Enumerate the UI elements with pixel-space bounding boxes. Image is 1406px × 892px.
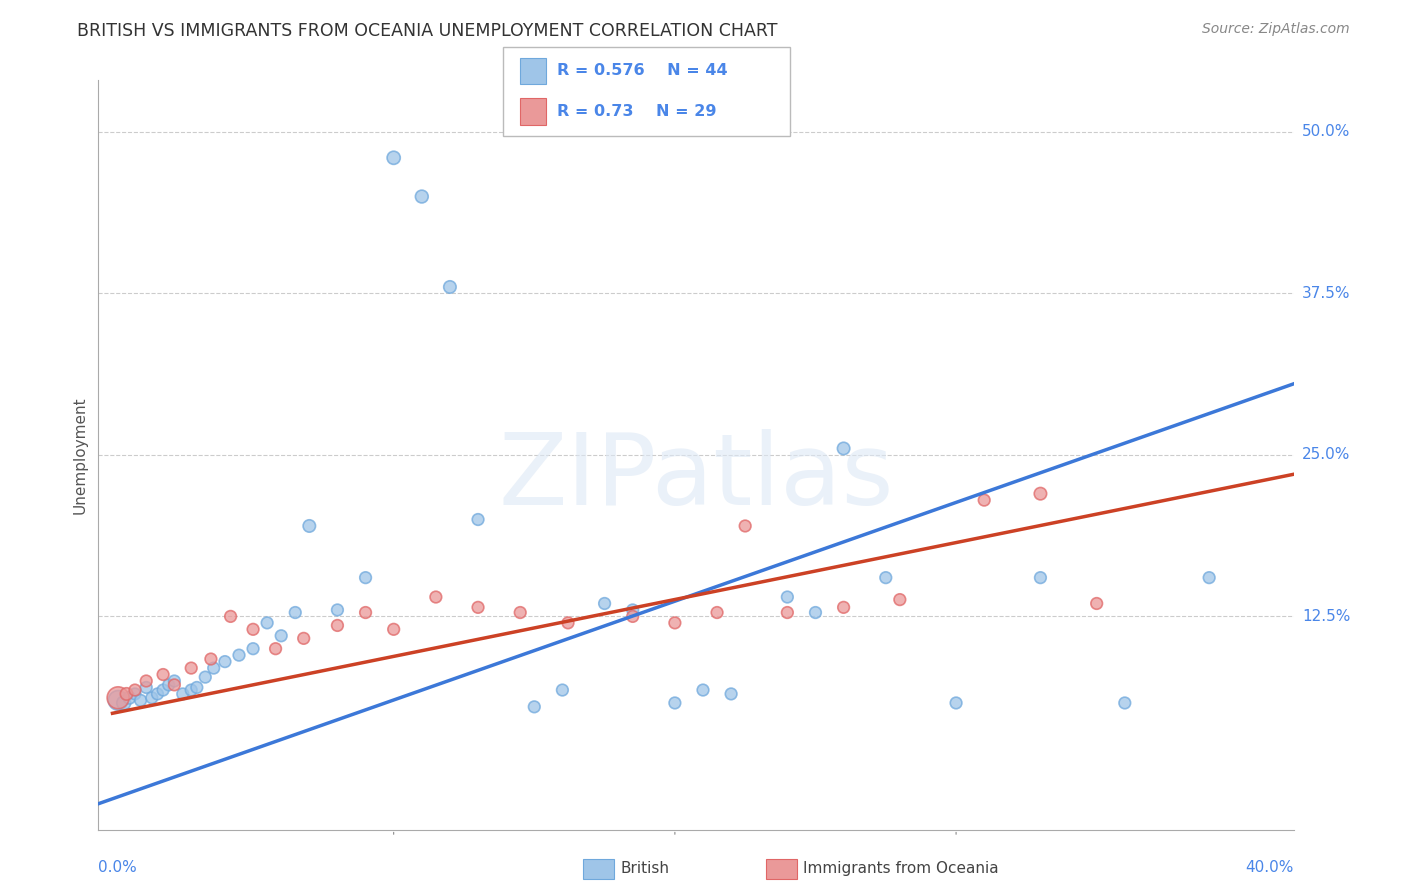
Point xyxy=(354,606,377,620)
Point xyxy=(1029,486,1052,500)
Point xyxy=(1198,571,1220,585)
Text: ZIPatlas: ZIPatlas xyxy=(498,429,894,526)
Point xyxy=(382,623,405,637)
Point xyxy=(776,606,799,620)
Text: 37.5%: 37.5% xyxy=(1302,286,1350,301)
Point xyxy=(664,615,686,630)
Point xyxy=(509,606,531,620)
Point xyxy=(832,600,855,615)
Point xyxy=(172,687,194,701)
Point xyxy=(200,652,222,666)
Point xyxy=(326,618,349,632)
Point xyxy=(115,687,138,701)
Point xyxy=(270,629,292,643)
Point xyxy=(692,683,714,698)
Point xyxy=(804,606,827,620)
Point xyxy=(889,592,911,607)
Point xyxy=(242,641,264,656)
Point xyxy=(163,678,186,692)
Point xyxy=(180,661,202,675)
Text: R = 0.73    N = 29: R = 0.73 N = 29 xyxy=(557,104,716,119)
Point xyxy=(118,690,141,705)
Point xyxy=(621,603,644,617)
Point xyxy=(228,648,250,662)
Point xyxy=(706,606,728,620)
Point xyxy=(214,655,236,669)
Point xyxy=(467,512,489,526)
Point xyxy=(135,673,157,688)
Point xyxy=(186,681,208,695)
Point xyxy=(832,442,855,456)
Point xyxy=(107,690,129,705)
Point xyxy=(264,641,287,656)
Point xyxy=(180,683,202,698)
Point xyxy=(112,696,135,710)
Point xyxy=(242,623,264,637)
Point xyxy=(152,667,174,681)
Point xyxy=(292,632,315,646)
Point xyxy=(326,603,349,617)
Text: 50.0%: 50.0% xyxy=(1302,125,1350,139)
Point xyxy=(1029,571,1052,585)
Point xyxy=(141,690,163,705)
Text: Source: ZipAtlas.com: Source: ZipAtlas.com xyxy=(1202,22,1350,37)
Point xyxy=(621,609,644,624)
Text: 12.5%: 12.5% xyxy=(1302,609,1350,624)
Point xyxy=(152,683,174,698)
Point xyxy=(256,615,278,630)
Point xyxy=(734,519,756,533)
Point xyxy=(593,597,616,611)
Point xyxy=(973,493,995,508)
Point xyxy=(551,683,574,698)
Point xyxy=(720,687,742,701)
Text: Immigrants from Oceania: Immigrants from Oceania xyxy=(803,862,998,876)
Point xyxy=(194,670,217,684)
Point xyxy=(945,696,967,710)
Text: R = 0.576    N = 44: R = 0.576 N = 44 xyxy=(557,63,727,78)
Point xyxy=(163,673,186,688)
Point xyxy=(1114,696,1136,710)
Point xyxy=(298,519,321,533)
Point xyxy=(411,189,433,203)
Point xyxy=(557,615,579,630)
Point xyxy=(129,693,152,707)
Point xyxy=(776,590,799,604)
Point xyxy=(467,600,489,615)
Point xyxy=(664,696,686,710)
Point xyxy=(124,683,146,698)
Point xyxy=(284,606,307,620)
Point xyxy=(425,590,447,604)
Text: 25.0%: 25.0% xyxy=(1302,448,1350,462)
Point xyxy=(135,681,157,695)
Text: BRITISH VS IMMIGRANTS FROM OCEANIA UNEMPLOYMENT CORRELATION CHART: BRITISH VS IMMIGRANTS FROM OCEANIA UNEMP… xyxy=(77,22,778,40)
Point xyxy=(382,151,405,165)
Point xyxy=(124,687,146,701)
Point xyxy=(202,661,225,675)
Point xyxy=(146,687,169,701)
Point xyxy=(157,678,180,692)
Point xyxy=(523,699,546,714)
Point xyxy=(875,571,897,585)
Point xyxy=(107,693,129,707)
Y-axis label: Unemployment: Unemployment xyxy=(72,396,87,514)
Point xyxy=(439,280,461,294)
Text: 0.0%: 0.0% xyxy=(98,860,138,875)
Point xyxy=(1085,597,1108,611)
Text: 40.0%: 40.0% xyxy=(1246,860,1294,875)
Point xyxy=(354,571,377,585)
Text: British: British xyxy=(620,862,669,876)
Point xyxy=(219,609,242,624)
